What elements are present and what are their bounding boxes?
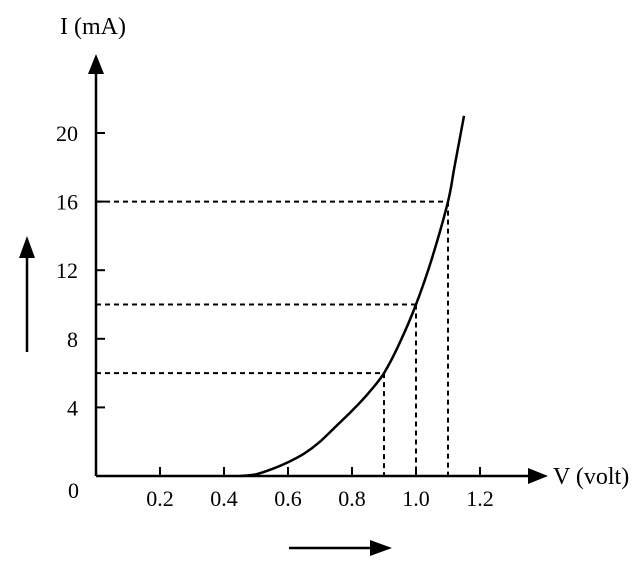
- x-tick-label: 1.2: [466, 486, 494, 511]
- x-axis-title: V (volt): [553, 464, 629, 490]
- y-tick-label: 8: [67, 327, 78, 352]
- y-axis-arrowhead: [88, 54, 104, 74]
- increase-arrow-vertical-head: [19, 236, 35, 258]
- reference-lines: [96, 200, 449, 476]
- x-tick-label: 1.0: [402, 486, 430, 511]
- x-ticks: 0.2 0.4 0.6 0.8 1.0 1.2: [146, 467, 494, 511]
- x-tick-label: 0.2: [146, 486, 174, 511]
- x-tick-label: 0.8: [338, 486, 366, 511]
- x-tick-label: 0.4: [210, 486, 238, 511]
- y-tick-label: 4: [67, 395, 78, 420]
- x-tick-label: 0.6: [274, 486, 302, 511]
- x-axis-arrowhead: [528, 468, 548, 484]
- increase-arrow-horizontal-head: [370, 540, 392, 556]
- y-ticks: 4 8 12 16 20: [56, 121, 105, 420]
- y-tick-label: 16: [56, 190, 78, 215]
- y-axis-title: I (mA): [60, 14, 126, 40]
- origin-label: 0: [68, 478, 79, 503]
- y-tick-label: 20: [56, 121, 78, 146]
- series-curve: [239, 115, 466, 478]
- y-tick-label: 12: [56, 258, 78, 283]
